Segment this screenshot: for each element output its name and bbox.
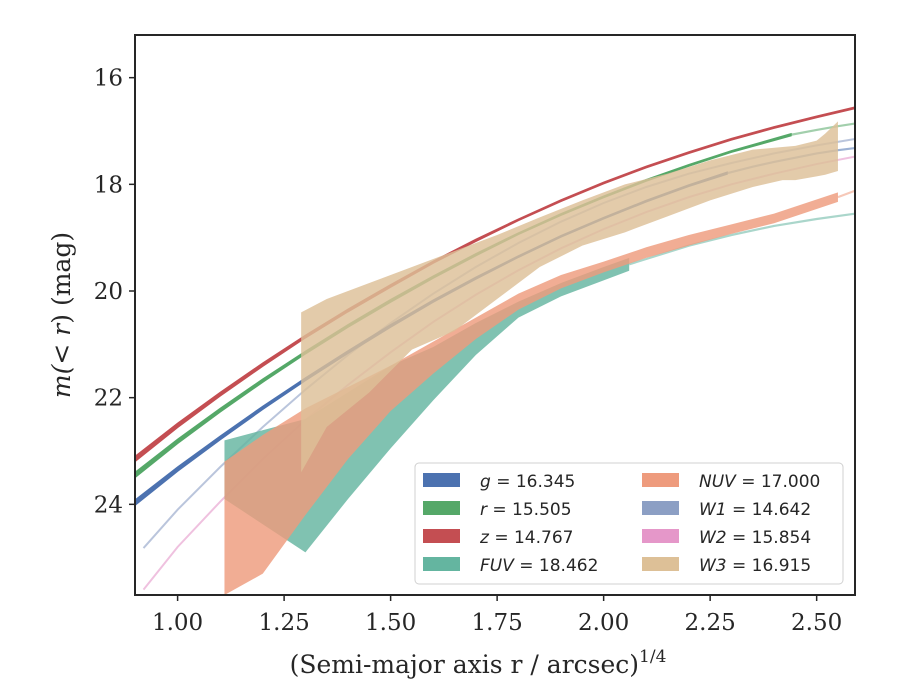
y-axis-label-prefix: m(	[47, 363, 76, 398]
legend-swatch-z	[423, 529, 460, 543]
legend-value: = 15.505	[487, 500, 572, 520]
legend-value: = 17.000	[736, 472, 821, 492]
legend-value: = 14.767	[489, 528, 574, 548]
legend-value: = 16.915	[727, 556, 812, 576]
y-axis-label-suffix: ) (mag)	[47, 232, 76, 324]
legend-var: r	[480, 500, 488, 520]
legend-label-w3: W3 = 16.915	[699, 556, 811, 576]
legend-label-g: g = 16.345	[480, 472, 575, 492]
y-tick-label: 16	[94, 66, 123, 92]
x-tick-label: 1.25	[259, 610, 310, 636]
x-axis-label-text: (Semi-major axis r / arcsec)	[290, 650, 639, 679]
x-axis-label: (Semi-major axis r / arcsec)1/4	[290, 647, 667, 679]
y-axis-label: m(< r) (mag)	[47, 232, 76, 398]
x-tick-label: 1.00	[152, 610, 203, 636]
x-tick-label: 2.00	[578, 610, 629, 636]
plot-frame	[134, 34, 856, 596]
y-tick-label: 20	[94, 279, 123, 305]
legend-value: = 18.462	[514, 556, 599, 576]
y-axis-label-math: < r	[47, 322, 76, 365]
x-tick-label: 1.50	[365, 610, 416, 636]
y-tick-label: 24	[94, 492, 123, 518]
legend-swatch-w2	[642, 529, 679, 543]
series-layer	[135, 106, 855, 595]
legend-var: W3	[699, 556, 727, 576]
legend-label-z: z = 14.767	[479, 528, 573, 548]
legend-var: z	[479, 528, 490, 548]
legend-label-nuv: NUV = 17.000	[699, 472, 820, 492]
series-fuv-extension	[628, 212, 855, 266]
series-nuv-extension	[837, 189, 855, 199]
y-axis: 16 18 20 22 24	[94, 66, 135, 518]
legend-box	[414, 462, 844, 585]
legend-var: W1	[699, 500, 727, 520]
legend-label-w2: W2 = 15.854	[699, 528, 811, 548]
y-tick-label: 18	[94, 172, 123, 198]
legend-label-fuv: FUV = 18.462	[480, 556, 598, 576]
x-axis: 1.00 1.25 1.50 1.75 2.00 2.25 2.50	[152, 595, 842, 636]
legend-value: = 15.854	[727, 528, 812, 548]
x-tick-label: 1.75	[472, 610, 523, 636]
legend-var: NUV	[699, 472, 737, 492]
x-tick-label: 2.25	[685, 610, 736, 636]
legend-swatch-w1	[642, 501, 679, 515]
legend-swatch-fuv	[423, 557, 460, 571]
legend-var: FUV	[480, 556, 515, 576]
legend-label-r: r = 15.505	[480, 500, 572, 520]
y-tick-label: 22	[94, 386, 123, 412]
legend-var: g	[480, 472, 491, 492]
legend-value: = 16.345	[491, 472, 576, 492]
legend-value: = 14.642	[727, 500, 812, 520]
legend-swatch-g	[423, 473, 460, 487]
legend-var: W2	[699, 528, 727, 548]
series-r-extension	[790, 122, 855, 136]
series-w3-band	[301, 121, 838, 473]
legend-label-w1: W1 = 14.642	[699, 500, 811, 520]
legend-swatch-w3	[642, 557, 679, 571]
legend-swatch-r	[423, 501, 460, 515]
x-axis-label-exponent: 1/4	[639, 647, 666, 667]
legend-swatch-nuv	[642, 473, 679, 487]
x-tick-label: 2.50	[791, 610, 842, 636]
